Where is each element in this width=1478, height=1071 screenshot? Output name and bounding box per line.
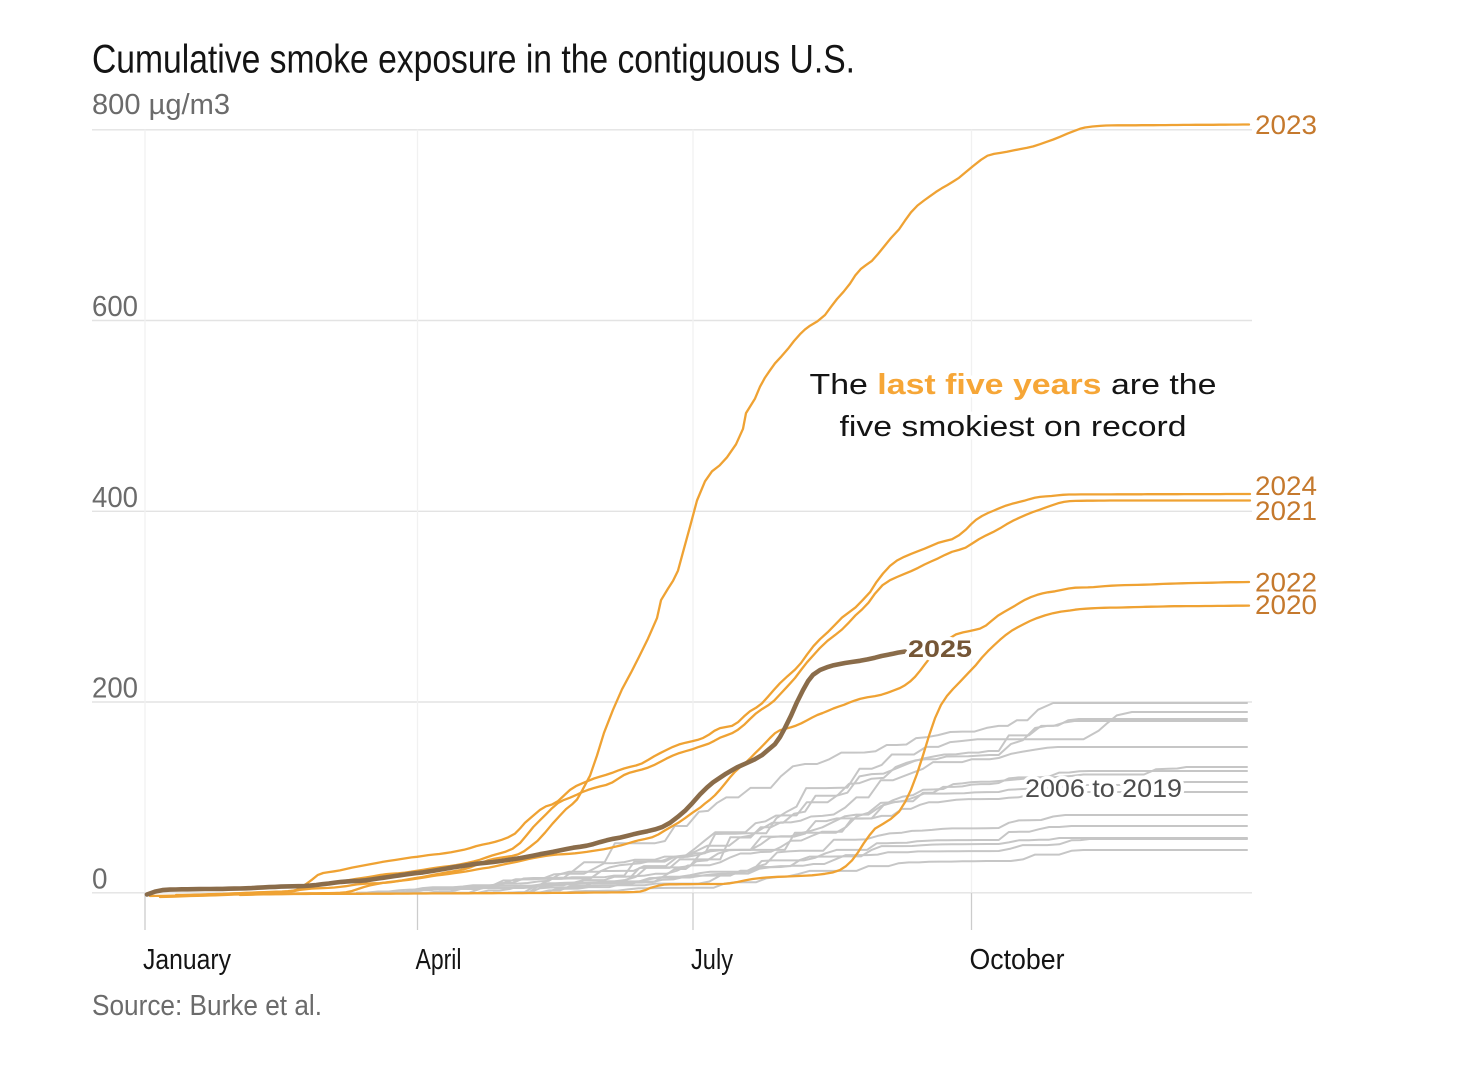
svg-text:2025: 2025 [908,636,972,663]
svg-text:200: 200 [92,673,138,705]
svg-text:2021: 2021 [1255,496,1317,526]
svg-text:2006 to 2019: 2006 to 2019 [1025,775,1182,803]
svg-text:five smokiest on record: five smokiest on record [840,411,1187,443]
svg-text:Source: Burke et al.: Source: Burke et al. [92,990,322,1022]
svg-text:2023: 2023 [1255,110,1317,140]
svg-text:2022: 2022 [1255,568,1317,598]
svg-text:October: October [970,944,1065,976]
svg-text:April: April [416,944,462,976]
svg-text:600: 600 [92,291,138,323]
svg-text:July: July [691,944,734,976]
svg-text:2020: 2020 [1255,590,1317,620]
svg-text:Cumulative smoke exposure in t: Cumulative smoke exposure in the contigu… [92,38,855,82]
svg-text:The last five years are the: The last five years are the [810,369,1217,401]
svg-text:2024: 2024 [1255,471,1317,501]
svg-text:800 µg/m3: 800 µg/m3 [92,89,230,121]
svg-text:January: January [143,944,232,976]
svg-text:400: 400 [92,482,138,514]
svg-text:0: 0 [92,863,108,895]
